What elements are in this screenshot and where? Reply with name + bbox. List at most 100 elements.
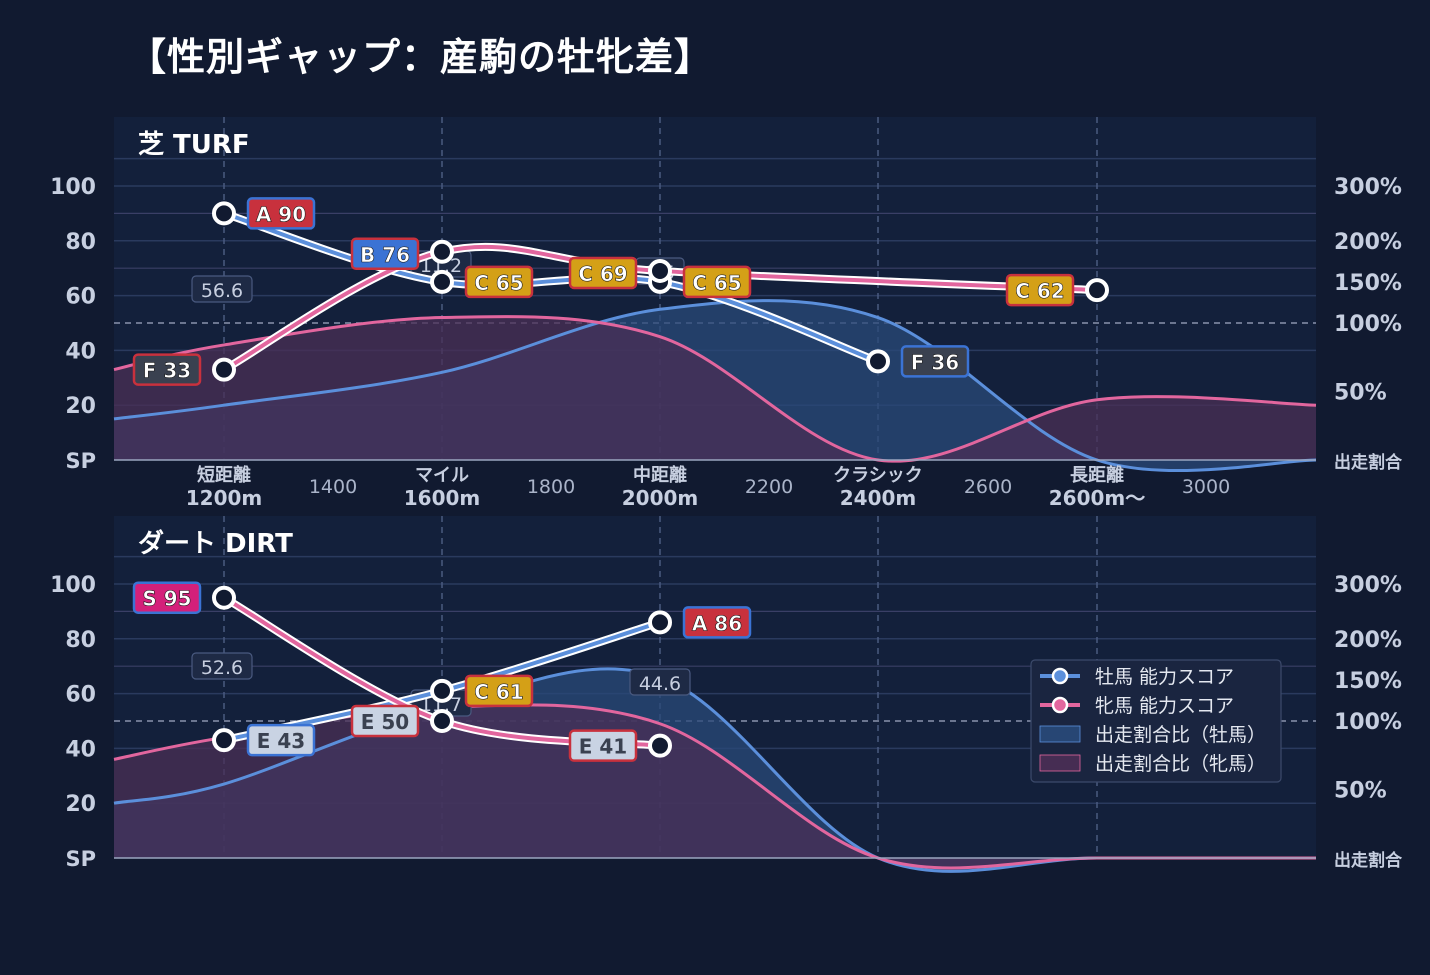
right-tick-label: 200% (1334, 230, 1402, 255)
score-label-text: C 62 (1015, 279, 1064, 303)
data-point (430, 269, 454, 294)
legend-male-ratio-text: 出走割合比（牡馬） (1095, 724, 1266, 746)
left-tick-label: 80 (65, 230, 96, 255)
right-tick-label: 150% (1334, 669, 1402, 694)
score-label-box (682, 606, 752, 639)
ratio-annotation-text: 11.2 (420, 255, 462, 277)
right-tick-label: 50% (1334, 779, 1387, 804)
score-label-box (350, 704, 420, 738)
left-tick-label: 80 (65, 628, 96, 653)
x-major-label: 1200m (186, 486, 263, 510)
score-label-text: C 65 (474, 271, 523, 295)
left-tick-label: SP (65, 449, 96, 473)
ratio-annotation-box (629, 668, 691, 696)
left-tick-label: 60 (65, 285, 96, 310)
score-label-box (568, 256, 638, 290)
x-major-label: クラシック (833, 465, 923, 486)
left-tick-label: 20 (65, 792, 96, 817)
x-minor-label: 2200 (745, 476, 793, 498)
right-tick-label: 出走割合 (1334, 850, 1403, 871)
female-ratio-area (114, 316, 1316, 462)
score-label-text: A 90 (256, 202, 306, 226)
panel-turf: 芝 TURF 100 80 60 40 20 SP 300% 200% 150% 100% 50% 出走… (50, 117, 1403, 510)
data-point (866, 349, 890, 374)
ratio-annotation-text: 52.6 (201, 657, 243, 679)
x-major-label: 中距離 (633, 464, 687, 486)
score-label-text: S 95 (142, 587, 191, 611)
legend-male-score-text: 牡馬 能力スコア (1095, 666, 1234, 688)
x-minor-label: 2600 (964, 476, 1012, 498)
data-point (648, 733, 672, 758)
right-tick-label: 出走割合 (1334, 452, 1403, 473)
x-major-label: 2000m (622, 486, 699, 510)
x-minor-label: 1800 (527, 476, 575, 498)
data-point (212, 357, 236, 382)
score-label-box (464, 674, 534, 708)
score-label-box (682, 265, 752, 299)
legend-box (1030, 659, 1282, 783)
score-label-text: F 33 (143, 359, 191, 383)
score-label-box (900, 345, 970, 378)
data-point (430, 239, 454, 264)
legend-male-score-marker (1051, 667, 1069, 685)
ratio-annotation-box (191, 652, 253, 680)
data-point (430, 678, 454, 703)
score-label-text: C 69 (578, 262, 627, 286)
female-ratio-line (113, 315, 1317, 463)
right-tick-label: 200% (1334, 628, 1402, 653)
page-title: 【性別ギャップ：産駒の牡牝差】 (128, 35, 714, 79)
right-tick-label: 100% (1334, 710, 1402, 735)
x-major-label: 1600m (404, 486, 481, 510)
score-label-box (246, 723, 316, 757)
score-label-text: E 50 (361, 710, 409, 734)
score-label-box (246, 197, 316, 230)
male-score-line (222, 211, 880, 364)
right-tick-label: 150% (1334, 271, 1402, 296)
x-major-label: マイル (415, 465, 469, 486)
legend-female-score-text: 牝馬 能力スコア (1095, 695, 1234, 717)
left-tick-label: 20 (65, 394, 96, 419)
data-point (648, 258, 672, 283)
score-label-box (464, 265, 534, 299)
panel-dirt: ダート DIRT 100 80 60 40 20 SP 300% 200% 150% 100% 50%… (50, 516, 1403, 873)
ratio-annotation-box (191, 275, 253, 303)
score-label-box (132, 353, 202, 386)
right-tick-label: 100% (1334, 312, 1402, 337)
data-point (430, 709, 454, 733)
x-minor-label: 1400 (309, 476, 357, 498)
x-minor-label: 3000 (1182, 476, 1230, 498)
right-tick-label: 50% (1334, 381, 1387, 406)
score-label-box (568, 729, 638, 762)
score-label-text: E 43 (257, 729, 305, 753)
data-point (212, 585, 236, 610)
score-label-box (350, 237, 420, 271)
legend-female-ratio-swatch (1039, 754, 1081, 772)
left-tick-label: 100 (50, 175, 96, 200)
panel-label: ダート DIRT (138, 528, 293, 559)
right-tick-label: 300% (1334, 573, 1402, 598)
score-label-text: C 65 (692, 271, 741, 295)
x-major-label: 長距離 (1070, 464, 1124, 486)
right-tick-label: 300% (1334, 175, 1402, 200)
data-point (212, 728, 236, 753)
legend-female-ratio-text: 出走割合比（牝馬） (1095, 753, 1266, 775)
female-ratio-area (114, 704, 1316, 868)
x-major-label: 2400m (840, 486, 917, 510)
legend-female-score-marker (1051, 696, 1069, 714)
x-major-label: 短距離 (197, 464, 251, 486)
score-label-text: F 36 (911, 350, 959, 374)
ratio-annotation-text: 11.7 (420, 694, 462, 716)
data-point (212, 201, 236, 226)
data-point (648, 610, 672, 635)
score-label-text: B 76 (360, 243, 410, 267)
x-major-label: 2600m〜 (1049, 486, 1146, 510)
ratio-annotation-text: 44.6 (639, 673, 681, 695)
score-label-text: A 86 (692, 611, 742, 635)
left-tick-label: 60 (65, 683, 96, 708)
left-tick-label: SP (65, 847, 96, 871)
score-label-box (132, 581, 202, 614)
score-label-box (1005, 273, 1075, 307)
ratio-annotation-text: 56.6 (201, 280, 243, 302)
